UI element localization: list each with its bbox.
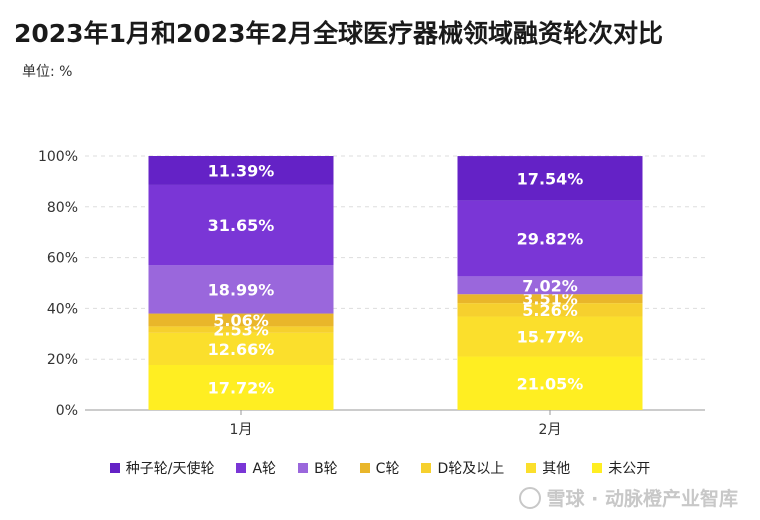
legend-item: 未公开 bbox=[592, 458, 650, 478]
data-label: 5.06% bbox=[213, 311, 269, 330]
legend-label: D轮及以上 bbox=[437, 461, 505, 477]
legend-label: A轮 bbox=[252, 461, 277, 477]
legend-item: B轮 bbox=[298, 458, 338, 478]
bar-segment bbox=[148, 332, 334, 365]
legend-swatch bbox=[526, 463, 537, 473]
snowball-logo-icon bbox=[518, 486, 541, 509]
data-label: 17.54% bbox=[517, 169, 584, 188]
data-label: 11.39% bbox=[208, 161, 275, 180]
bar-segment bbox=[148, 156, 334, 185]
legend-item: D轮及以上 bbox=[421, 458, 504, 478]
legend-label: 其他 bbox=[542, 461, 571, 477]
legend-swatch bbox=[109, 463, 120, 473]
legend-label: B轮 bbox=[314, 461, 338, 477]
legend-swatch bbox=[236, 463, 247, 473]
legend-swatch bbox=[359, 463, 370, 473]
bar-segment bbox=[148, 313, 334, 327]
bar-segment bbox=[148, 184, 334, 266]
chart-legend: 种子轮/天使轮 A轮 B轮 C轮 D轮及以上 其他 未公开 bbox=[0, 458, 760, 478]
unit-label: 单位: % bbox=[22, 64, 73, 80]
x-tick-label: 1月 bbox=[230, 422, 253, 438]
data-label: 18.99% bbox=[208, 280, 275, 299]
bar-segment bbox=[148, 364, 334, 410]
legend-label: 种子轮/天使轮 bbox=[125, 461, 215, 477]
bar-segment bbox=[457, 156, 643, 201]
y-tick-label: 0% bbox=[56, 403, 78, 419]
legend-swatch bbox=[421, 463, 432, 473]
x-tick-label: 2月 bbox=[539, 422, 562, 438]
chart-title: 2023年1月和2023年2月全球医疗器械领域融资轮次对比 bbox=[14, 19, 663, 48]
data-label: 31.65% bbox=[208, 216, 275, 235]
bar-segment bbox=[457, 276, 643, 295]
data-label: 17.72% bbox=[208, 378, 275, 397]
bar-segment bbox=[457, 200, 643, 277]
y-tick-label: 80% bbox=[47, 200, 78, 216]
y-tick-label: 20% bbox=[47, 352, 78, 368]
bar-segment bbox=[457, 294, 643, 304]
y-tick-label: 100% bbox=[38, 149, 78, 165]
data-label: 7.02% bbox=[522, 276, 578, 295]
legend-swatch bbox=[592, 463, 603, 473]
bar-segment bbox=[457, 356, 643, 410]
legend-swatch bbox=[298, 463, 309, 473]
watermark-text: 雪球 · 动脉橙产业智库 bbox=[546, 488, 738, 510]
legend-item: C轮 bbox=[359, 458, 400, 478]
bar-segment bbox=[148, 265, 334, 314]
data-label: 12.66% bbox=[208, 340, 275, 359]
data-label: 15.77% bbox=[517, 328, 584, 347]
bar-segment bbox=[457, 303, 643, 317]
watermark: 雪球 · 动脉橙产业智库 bbox=[518, 484, 738, 511]
legend-item: A轮 bbox=[236, 458, 276, 478]
data-label: 5.26% bbox=[522, 301, 578, 320]
data-label: 3.51% bbox=[522, 290, 578, 309]
bar-segment bbox=[148, 326, 334, 333]
bar-segment bbox=[457, 316, 643, 357]
legend-item: 种子轮/天使轮 bbox=[109, 458, 215, 478]
y-tick-label: 40% bbox=[47, 301, 78, 317]
legend-label: 未公开 bbox=[608, 461, 651, 477]
data-label: 29.82% bbox=[517, 229, 584, 248]
legend-label: C轮 bbox=[375, 461, 400, 477]
y-tick-label: 60% bbox=[47, 251, 78, 267]
legend-item: 其他 bbox=[526, 458, 570, 478]
data-label: 21.05% bbox=[517, 374, 584, 393]
